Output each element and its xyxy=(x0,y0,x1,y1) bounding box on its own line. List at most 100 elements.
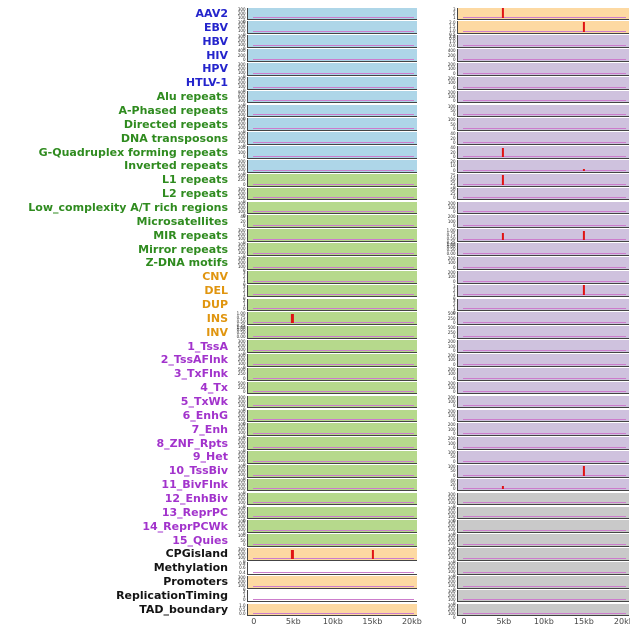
track-row: 4_Tx 500 250 0 200 100 0 xyxy=(2,381,629,395)
track-label: Alu repeats xyxy=(156,90,228,104)
y-tick-label: 3 xyxy=(452,283,456,289)
y-axis-ticks: 300 200 100 0 xyxy=(441,574,457,591)
y-tick-label: 100 xyxy=(447,343,456,349)
y-tick-label: 0 xyxy=(242,240,246,246)
track-row: EBV 300 200 100 0 2.0 1.5 1.0 0.5 0.0 xyxy=(2,20,629,41)
right-track-plot xyxy=(457,437,629,450)
y-tick-label: 500 xyxy=(237,380,246,386)
y-tick-label: 200 xyxy=(447,495,456,501)
y-tick-label: 300 xyxy=(237,159,246,165)
right-track-plot xyxy=(457,229,629,243)
y-tick-label: 200 xyxy=(237,52,246,58)
y-tick-label: 40 xyxy=(240,214,246,220)
signal-baseline xyxy=(463,391,626,393)
y-tick-label: 200 xyxy=(447,52,456,58)
y-tick-label: 300 xyxy=(237,477,246,483)
left-track-plot xyxy=(247,520,417,534)
y-tick-label: 100 xyxy=(447,426,456,432)
y-tick-label: 0 xyxy=(452,517,456,523)
y-axis-ticks: 500 250 0 xyxy=(441,326,457,339)
y-tick-label: 100 xyxy=(447,555,456,561)
y-axis-ticks: 300 200 100 0 xyxy=(441,492,457,508)
signal-baseline xyxy=(253,613,414,615)
y-tick-label: 0 xyxy=(452,486,456,492)
y-tick-label: 0 xyxy=(452,167,456,173)
signal-baseline xyxy=(463,142,626,143)
signal-baseline xyxy=(253,460,414,462)
y-tick-label: 50 xyxy=(240,537,246,543)
y-tick-label: 1 xyxy=(452,291,456,297)
right-panel-group: 300 200 100 0 xyxy=(441,520,629,536)
right-track-plot xyxy=(457,409,629,423)
y-tick-label: 200 xyxy=(237,523,246,529)
y-axis-ticks: 300 200 100 0 xyxy=(441,603,457,619)
track-row: HPV 300 200 100 0 200 100 0 xyxy=(2,62,629,79)
signal-baseline xyxy=(463,86,626,88)
track-label: 14_ReprPCWk xyxy=(142,519,228,533)
right-track-plot xyxy=(457,589,629,603)
right-track-plot xyxy=(457,464,629,478)
y-tick-label: 2.0 xyxy=(449,20,456,26)
left-track-plot xyxy=(247,49,417,62)
y-tick-label: 0.25 xyxy=(446,240,456,246)
y-tick-label: 500 xyxy=(447,325,456,331)
y-tick-label: 0 xyxy=(242,223,246,229)
y-axis-ticks: 200 100 0 xyxy=(441,437,457,450)
y-tick-label: 200 xyxy=(237,135,246,141)
y-tick-label: 50 xyxy=(450,186,456,192)
y-tick-label: 300 xyxy=(237,408,246,414)
y-tick-label: 0 xyxy=(452,309,456,315)
y-tick-label: 300 xyxy=(447,574,456,580)
y-tick-label: 300 xyxy=(237,353,246,359)
left-panel-group: 1.0 0.5 0.0 xyxy=(231,603,417,617)
y-axis-ticks: 300 200 100 0 xyxy=(231,104,247,120)
right-track-plot xyxy=(457,132,629,145)
y-tick-label: 1 xyxy=(242,291,246,297)
y-tick-label: 0 xyxy=(452,184,456,190)
signal-baseline xyxy=(463,266,626,268)
y-tick-label: 100 xyxy=(237,485,246,491)
y-axis-ticks: 300 200 100 0 xyxy=(441,548,457,564)
y-axis-ticks: 300 200 100 0 xyxy=(231,422,247,439)
y-tick-label: 0.50 xyxy=(236,319,246,325)
peak-spike xyxy=(291,550,294,559)
signal-baseline xyxy=(463,128,626,130)
y-axis-ticks: 300 200 100 0 xyxy=(231,492,247,508)
left-track-plot xyxy=(247,354,417,367)
x-tick-label: 5kb xyxy=(496,617,512,626)
y-tick-label: 0.75 xyxy=(446,232,456,238)
y-tick-label: 100 xyxy=(447,103,456,109)
right-track-plot xyxy=(457,49,629,62)
y-tick-label: 0 xyxy=(452,431,456,437)
y-tick-label: 0 xyxy=(452,209,456,215)
y-tick-label: 300 xyxy=(237,422,246,428)
y-axis-ticks: 300 200 100 0 xyxy=(231,187,247,203)
right-panel-group: 2.0 1.0 0.0 xyxy=(441,35,629,48)
y-tick-label: 100 xyxy=(447,94,456,100)
left-panel-group: 300 200 100 0 xyxy=(231,21,417,37)
signal-baseline xyxy=(253,336,414,338)
signal-baseline xyxy=(463,446,626,448)
right-track-plot xyxy=(457,381,629,395)
left-track-plot xyxy=(247,437,417,450)
left-panel-group: 300 200 100 0 xyxy=(231,520,417,536)
y-axis-ticks: 300 200 100 0 xyxy=(441,561,457,577)
signal-baseline xyxy=(463,433,626,435)
left-panel-group: 200 100 0 xyxy=(231,146,417,159)
peak-spike xyxy=(583,285,586,296)
track-label: HBV xyxy=(202,34,228,48)
y-axis-ticks: 500 250 0 xyxy=(231,173,247,187)
y-tick-label: 200 xyxy=(447,75,456,81)
y-tick-label: 1.00 xyxy=(236,311,246,317)
left-panel-group: 300 200 100 0 xyxy=(231,408,417,425)
track-row: L2 repeats 300 200 100 0 50 25 0 xyxy=(2,186,629,203)
signal-baseline xyxy=(253,252,414,254)
y-tick-label: 100 xyxy=(237,83,246,89)
left-track-plot xyxy=(247,548,417,561)
right-panel-group: 1.00 0.75 0.50 0.25 0.00 xyxy=(441,229,629,249)
left-track-plot xyxy=(247,270,417,284)
right-panel-group: 40 20 0 xyxy=(441,132,629,145)
